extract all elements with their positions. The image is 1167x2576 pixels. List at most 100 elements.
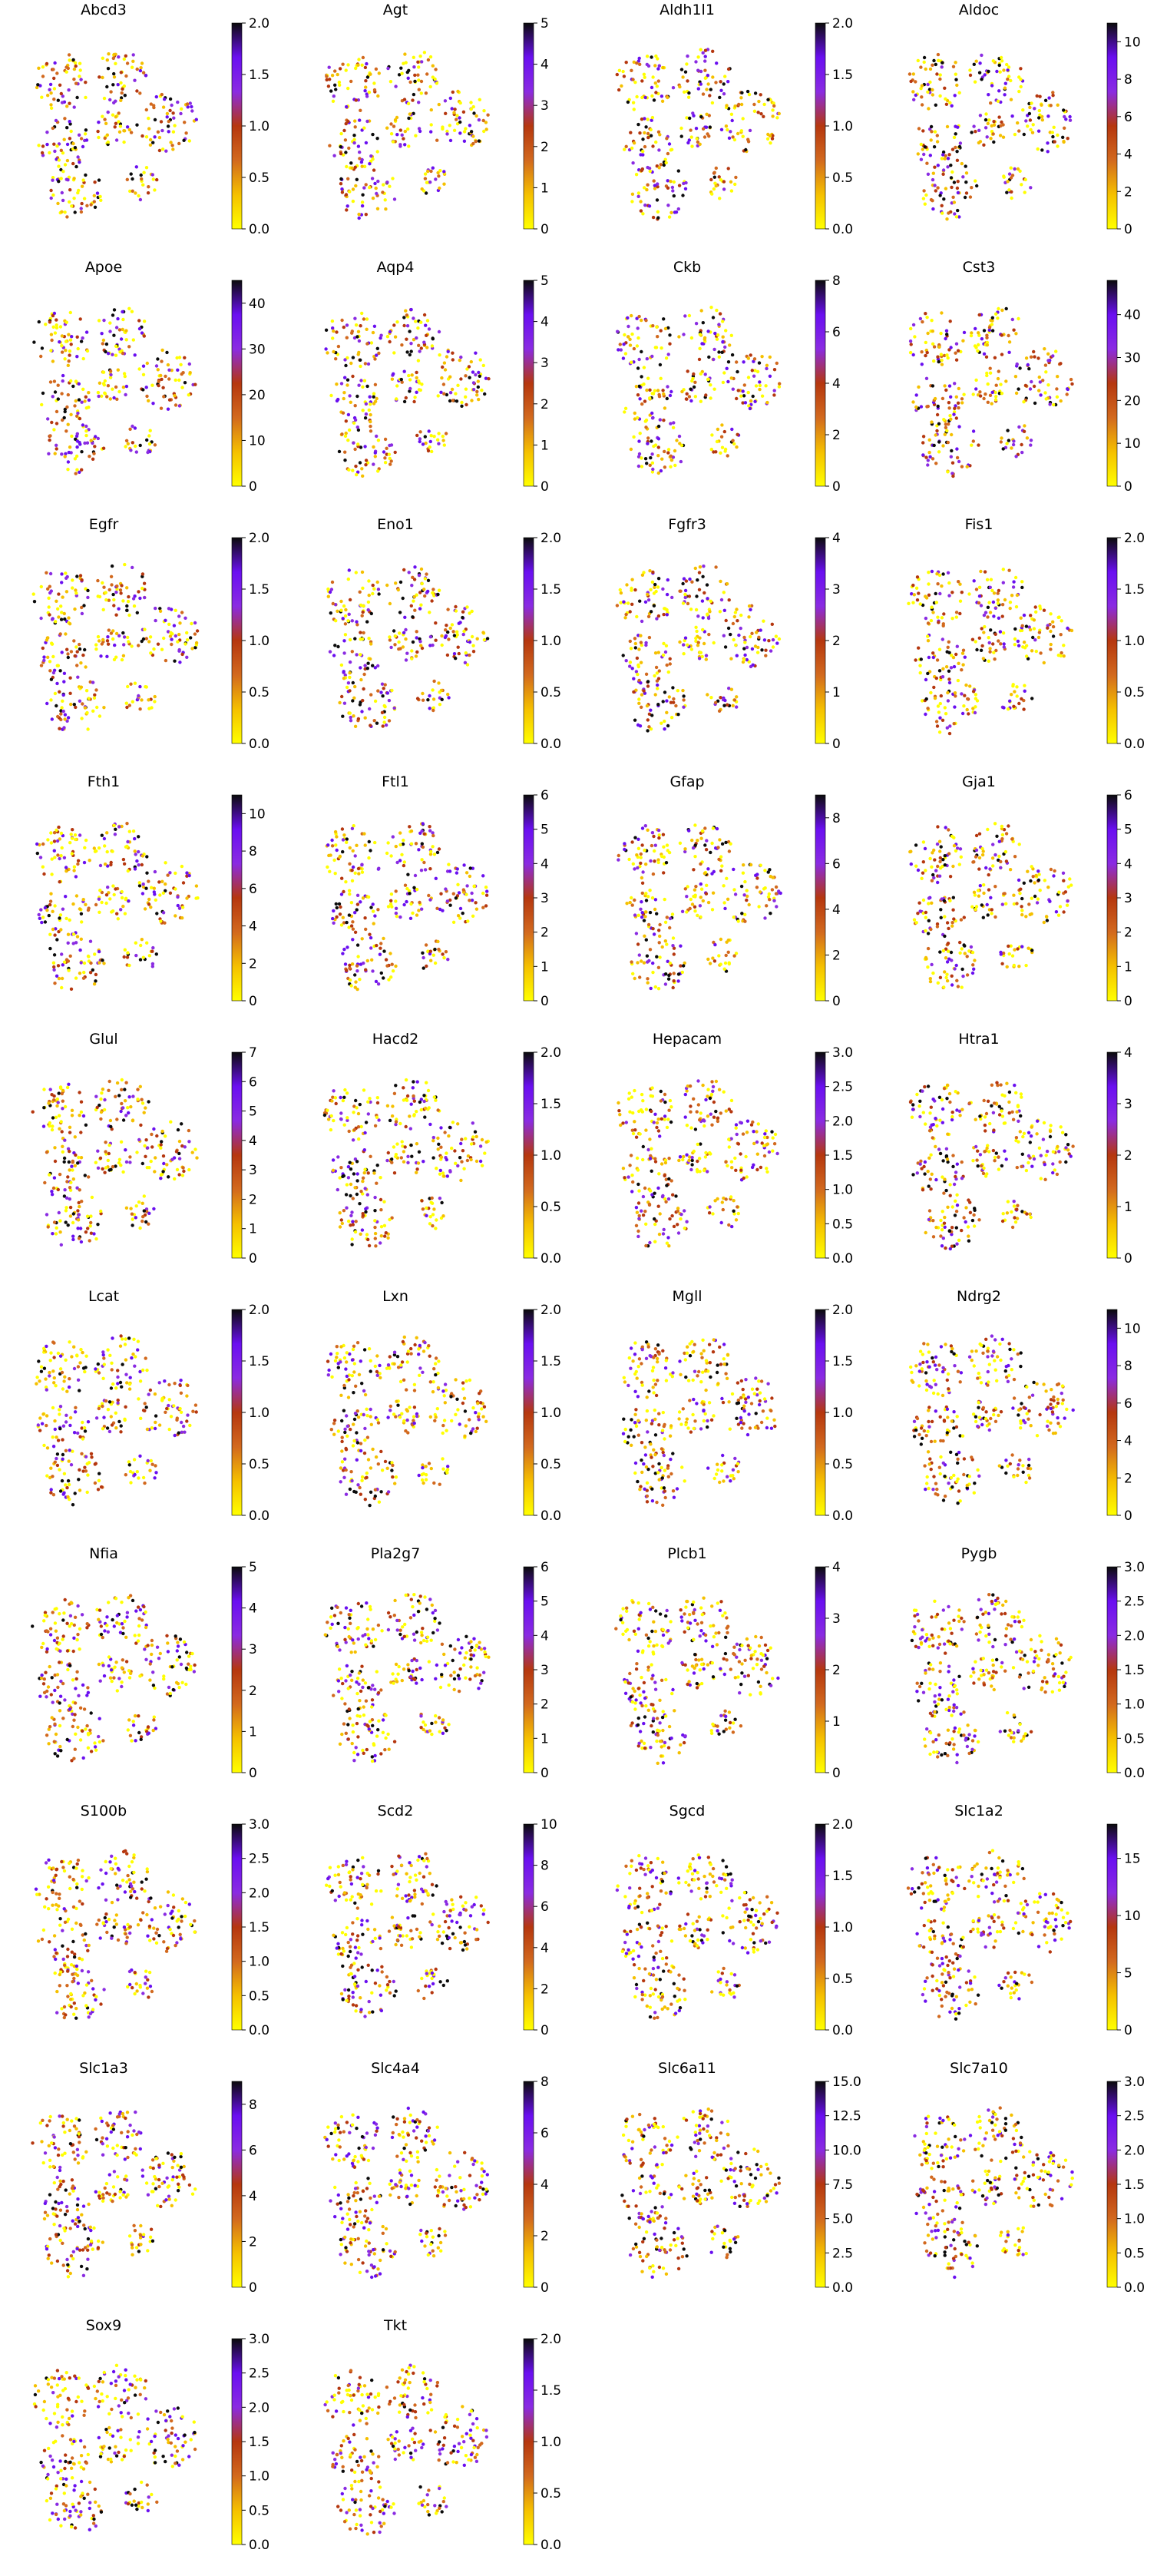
cell-point bbox=[78, 699, 82, 703]
cell-point bbox=[371, 902, 375, 906]
cell-point bbox=[165, 350, 169, 355]
cell-point bbox=[1043, 391, 1047, 395]
cell-point bbox=[732, 137, 737, 142]
cell-point bbox=[681, 75, 685, 79]
cell-point bbox=[633, 411, 636, 416]
cell-point bbox=[417, 101, 421, 104]
cell-point bbox=[741, 117, 745, 121]
cell-point bbox=[57, 142, 61, 146]
cell-point bbox=[765, 137, 770, 141]
cell-point bbox=[1029, 186, 1033, 190]
cell-point bbox=[431, 588, 435, 591]
cell-point bbox=[419, 320, 423, 324]
cell-point bbox=[485, 889, 489, 893]
cell-point bbox=[398, 831, 402, 835]
cell-point bbox=[922, 60, 926, 65]
cell-point bbox=[470, 634, 474, 639]
cell-point bbox=[66, 716, 71, 720]
cell-point bbox=[719, 451, 722, 455]
cell-point bbox=[127, 829, 131, 833]
cell-point bbox=[423, 577, 427, 581]
cell-point bbox=[711, 956, 715, 960]
cell-point bbox=[431, 688, 435, 692]
cell-point bbox=[120, 657, 124, 662]
cell-point bbox=[64, 571, 68, 575]
cell-point bbox=[760, 648, 764, 652]
cell-point bbox=[38, 916, 41, 920]
cell-point bbox=[652, 179, 656, 183]
cell-point bbox=[636, 837, 640, 841]
cell-point bbox=[971, 392, 975, 396]
cell-point bbox=[945, 726, 949, 730]
cell-point bbox=[119, 71, 123, 74]
cell-point bbox=[628, 900, 632, 905]
cell-point bbox=[422, 860, 426, 865]
cell-point bbox=[653, 907, 657, 912]
cell-point bbox=[956, 180, 960, 184]
cell-point bbox=[160, 147, 165, 151]
cell-point bbox=[632, 690, 636, 694]
cell-point bbox=[147, 185, 150, 189]
cell-point bbox=[695, 629, 699, 634]
cell-point bbox=[170, 144, 174, 147]
cell-point bbox=[419, 91, 423, 95]
cell-point bbox=[79, 685, 84, 689]
cell-point bbox=[57, 180, 61, 184]
cell-point bbox=[91, 441, 94, 445]
cell-point bbox=[334, 619, 338, 623]
cell-point bbox=[131, 53, 135, 57]
cell-point bbox=[334, 902, 338, 906]
cell-point bbox=[742, 863, 745, 867]
cell-point bbox=[418, 637, 422, 641]
cell-point bbox=[40, 402, 44, 407]
cell-point bbox=[154, 952, 158, 956]
cell-point bbox=[376, 908, 380, 912]
cell-point bbox=[356, 717, 361, 721]
cell-point bbox=[772, 368, 777, 372]
cell-point bbox=[372, 395, 375, 399]
cell-point bbox=[982, 352, 987, 356]
cell-point bbox=[348, 862, 352, 866]
cell-point bbox=[717, 857, 721, 862]
cell-point bbox=[722, 704, 726, 707]
cell-point bbox=[340, 694, 344, 699]
cell-point bbox=[101, 338, 106, 343]
cell-point bbox=[714, 565, 718, 569]
cell-point bbox=[626, 100, 630, 104]
cell-point bbox=[127, 306, 131, 310]
cell-point bbox=[402, 568, 406, 572]
cell-point bbox=[1059, 654, 1063, 658]
cell-point bbox=[124, 74, 128, 78]
colorbar-tick-label: 1.0 bbox=[249, 119, 269, 134]
cell-point bbox=[334, 843, 338, 847]
cell-point bbox=[665, 843, 669, 847]
cell-point bbox=[159, 373, 163, 378]
colorbar-tick-label: 4 bbox=[832, 531, 841, 546]
cell-point bbox=[461, 888, 465, 892]
cell-point bbox=[58, 690, 61, 694]
cell-point bbox=[980, 337, 984, 341]
cell-point bbox=[39, 584, 43, 589]
cell-point bbox=[703, 826, 707, 830]
cell-point bbox=[1057, 615, 1061, 619]
cell-point bbox=[755, 886, 759, 889]
cell-point bbox=[636, 913, 640, 917]
cell-point bbox=[964, 683, 968, 687]
cell-point bbox=[119, 908, 123, 912]
cell-point bbox=[622, 600, 626, 604]
cell-point bbox=[329, 588, 334, 591]
cell-point bbox=[1046, 150, 1050, 154]
cell-point bbox=[1019, 84, 1023, 89]
cell-point bbox=[363, 445, 367, 449]
cell-point bbox=[185, 896, 189, 900]
cell-point bbox=[618, 588, 622, 592]
cell-point bbox=[80, 468, 84, 472]
cell-point bbox=[961, 339, 965, 343]
cell-point bbox=[927, 438, 931, 442]
cell-point bbox=[666, 186, 670, 190]
cell-point bbox=[691, 376, 695, 381]
cell-point bbox=[924, 312, 927, 316]
cell-point bbox=[56, 607, 60, 611]
cell-point bbox=[640, 375, 643, 379]
